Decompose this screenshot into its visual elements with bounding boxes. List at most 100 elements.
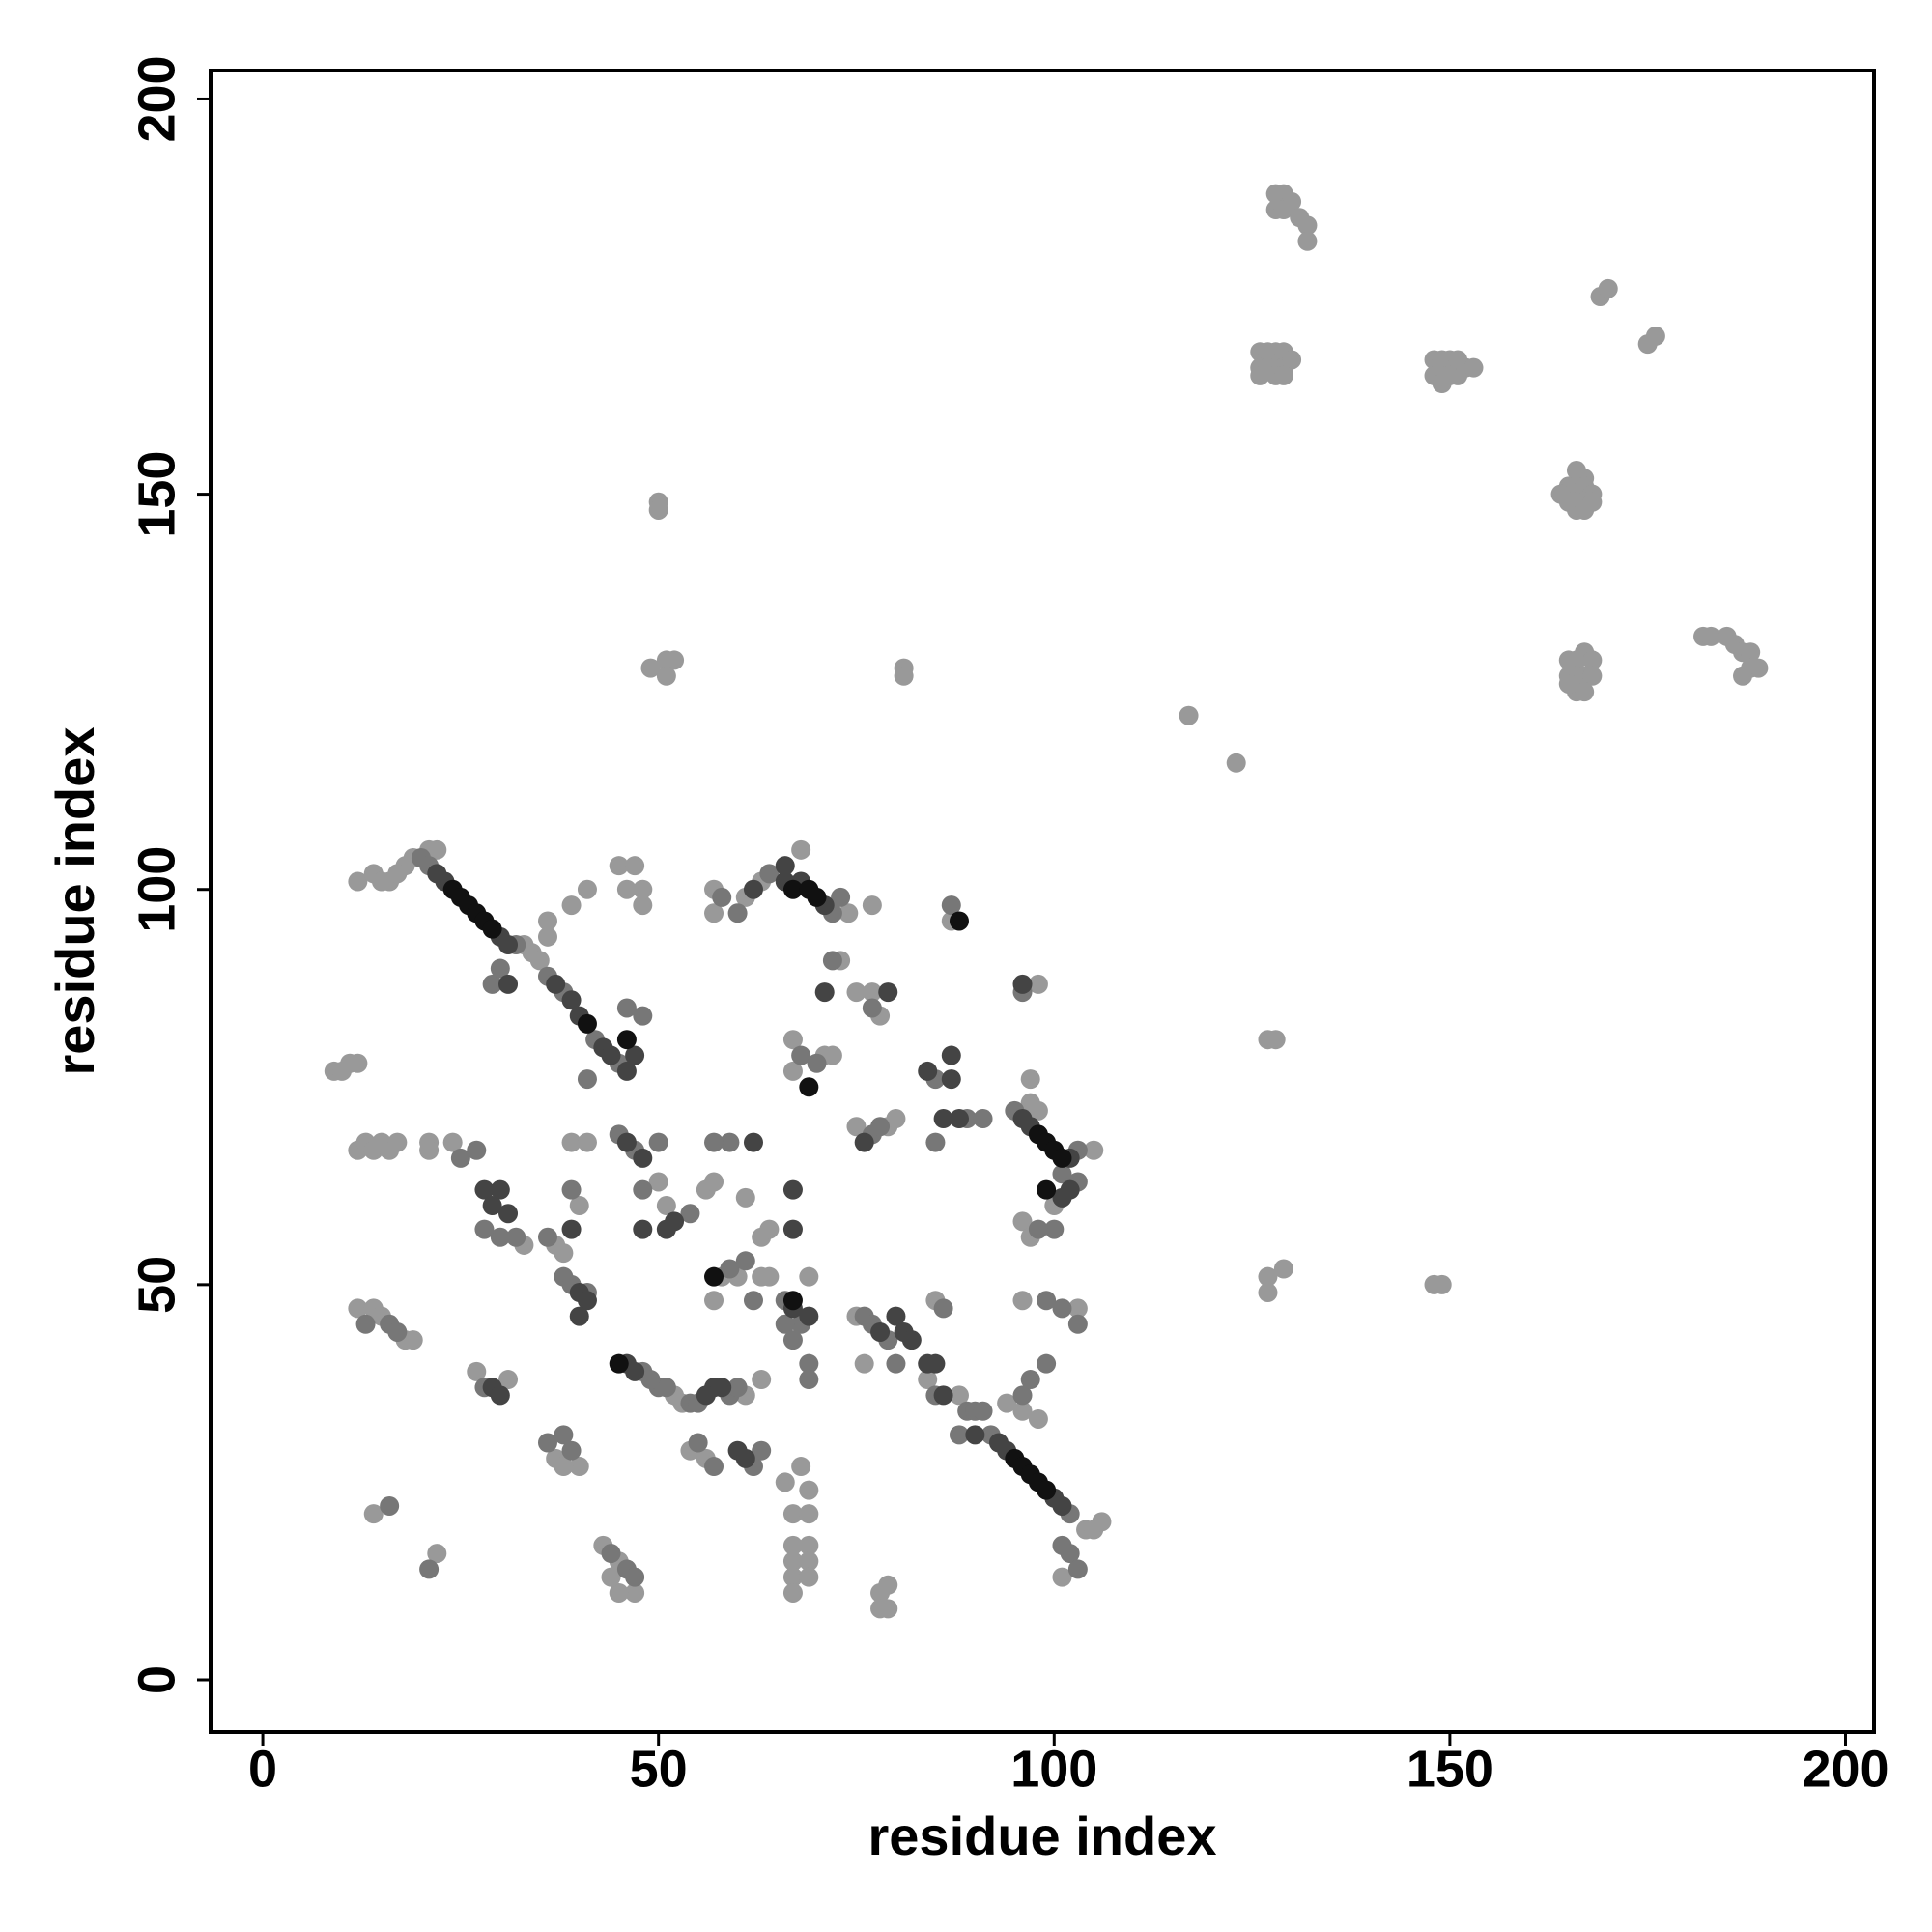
contact-point (529, 951, 550, 971)
contact-point (949, 1385, 969, 1406)
contact-point (1067, 1314, 1088, 1334)
contact-point (1179, 705, 1199, 725)
contact-point (1226, 753, 1246, 773)
contact-point (752, 1440, 772, 1461)
contact-point (1052, 1298, 1072, 1319)
contact-point (775, 1472, 795, 1492)
contact-point (814, 982, 835, 1003)
contact-point (616, 1030, 637, 1050)
contact-point (648, 1132, 668, 1152)
contact-point (743, 1132, 763, 1152)
contact-point (1250, 365, 1270, 385)
contact-point (1020, 1093, 1040, 1113)
contact-point (561, 1219, 582, 1239)
contact-point (799, 1266, 819, 1287)
contact-point (1282, 350, 1302, 370)
contact-point (782, 879, 803, 899)
x-axis-title: residue index (867, 1805, 1216, 1866)
contact-point (1067, 1559, 1088, 1579)
contact-point (782, 1179, 803, 1200)
contact-point (1701, 626, 1721, 646)
contact-point (467, 1361, 487, 1381)
contact-point (482, 1196, 502, 1216)
contact-point (577, 1291, 597, 1311)
contact-point (577, 1013, 597, 1034)
contact-point (1748, 658, 1769, 678)
contact-point (665, 1211, 685, 1232)
contact-point (799, 1480, 819, 1500)
contact-point (1432, 1274, 1452, 1294)
contact-point (782, 1504, 803, 1524)
contact-point (799, 1077, 819, 1097)
contact-point (490, 1385, 510, 1406)
contact-point (1012, 1401, 1033, 1421)
contact-point (997, 1393, 1017, 1413)
contact-point (799, 1567, 819, 1587)
contact-point (1037, 1353, 1057, 1374)
contact-point (782, 1061, 803, 1081)
contact-point (712, 1378, 732, 1398)
contact-point (601, 1544, 621, 1564)
x-tick-label: 50 (630, 1740, 688, 1798)
contact-point (831, 887, 851, 907)
contact-point (1037, 1179, 1057, 1200)
contact-point (554, 1457, 574, 1477)
contact-point (633, 1148, 653, 1168)
contact-point (1012, 1291, 1033, 1311)
contact-point (561, 990, 582, 1010)
contact-point (1273, 365, 1293, 385)
contact-point (720, 1259, 740, 1279)
contact-point (474, 1179, 495, 1200)
contact-point (625, 1567, 645, 1587)
contact-point (1084, 1140, 1104, 1160)
contact-point (822, 1045, 842, 1065)
contact-point (633, 1219, 653, 1239)
contact-point (537, 911, 557, 931)
contact-point (1273, 200, 1293, 220)
contact-point (704, 1172, 724, 1192)
contact-point (712, 887, 732, 907)
contact-point (1012, 1385, 1033, 1406)
contact-point (1028, 1219, 1048, 1239)
contact-point (894, 666, 914, 686)
contact-point (727, 1378, 748, 1398)
contact-point (616, 879, 637, 899)
contact-point (601, 1045, 621, 1065)
contact-point (696, 1385, 716, 1406)
contact-point (561, 895, 582, 916)
contact-point (625, 1361, 645, 1381)
contact-point (537, 1433, 557, 1453)
contact-point (640, 1370, 661, 1390)
contact-point (941, 1069, 961, 1090)
contact-point (1550, 484, 1571, 504)
contact-point (727, 903, 748, 923)
contact-point (704, 1457, 724, 1477)
contact-point (925, 1132, 946, 1152)
contact-point (616, 1061, 637, 1081)
contact-point (546, 974, 566, 994)
contact-point (633, 1006, 653, 1026)
contact-point (807, 887, 827, 907)
y-tick-label: 200 (128, 55, 185, 142)
plot-frame (209, 69, 1876, 1734)
contact-point (490, 1227, 510, 1247)
contact-point (633, 879, 653, 899)
contact-point (973, 1109, 993, 1129)
contact-point (807, 1053, 827, 1073)
contact-point (862, 982, 882, 1003)
contact-point (625, 1582, 645, 1603)
contact-point (577, 879, 597, 899)
contact-point (886, 1306, 906, 1326)
contact-point (656, 1378, 676, 1398)
contact-point (609, 1582, 629, 1603)
contact-point (561, 1132, 582, 1152)
contact-point (482, 919, 502, 939)
contact-point (799, 1535, 819, 1555)
contact-point (348, 1053, 368, 1073)
contact-point (782, 1030, 803, 1050)
contact-point (427, 1544, 447, 1564)
contact-point (704, 903, 724, 923)
contact-point (688, 1433, 708, 1453)
contact-point (901, 1330, 922, 1350)
